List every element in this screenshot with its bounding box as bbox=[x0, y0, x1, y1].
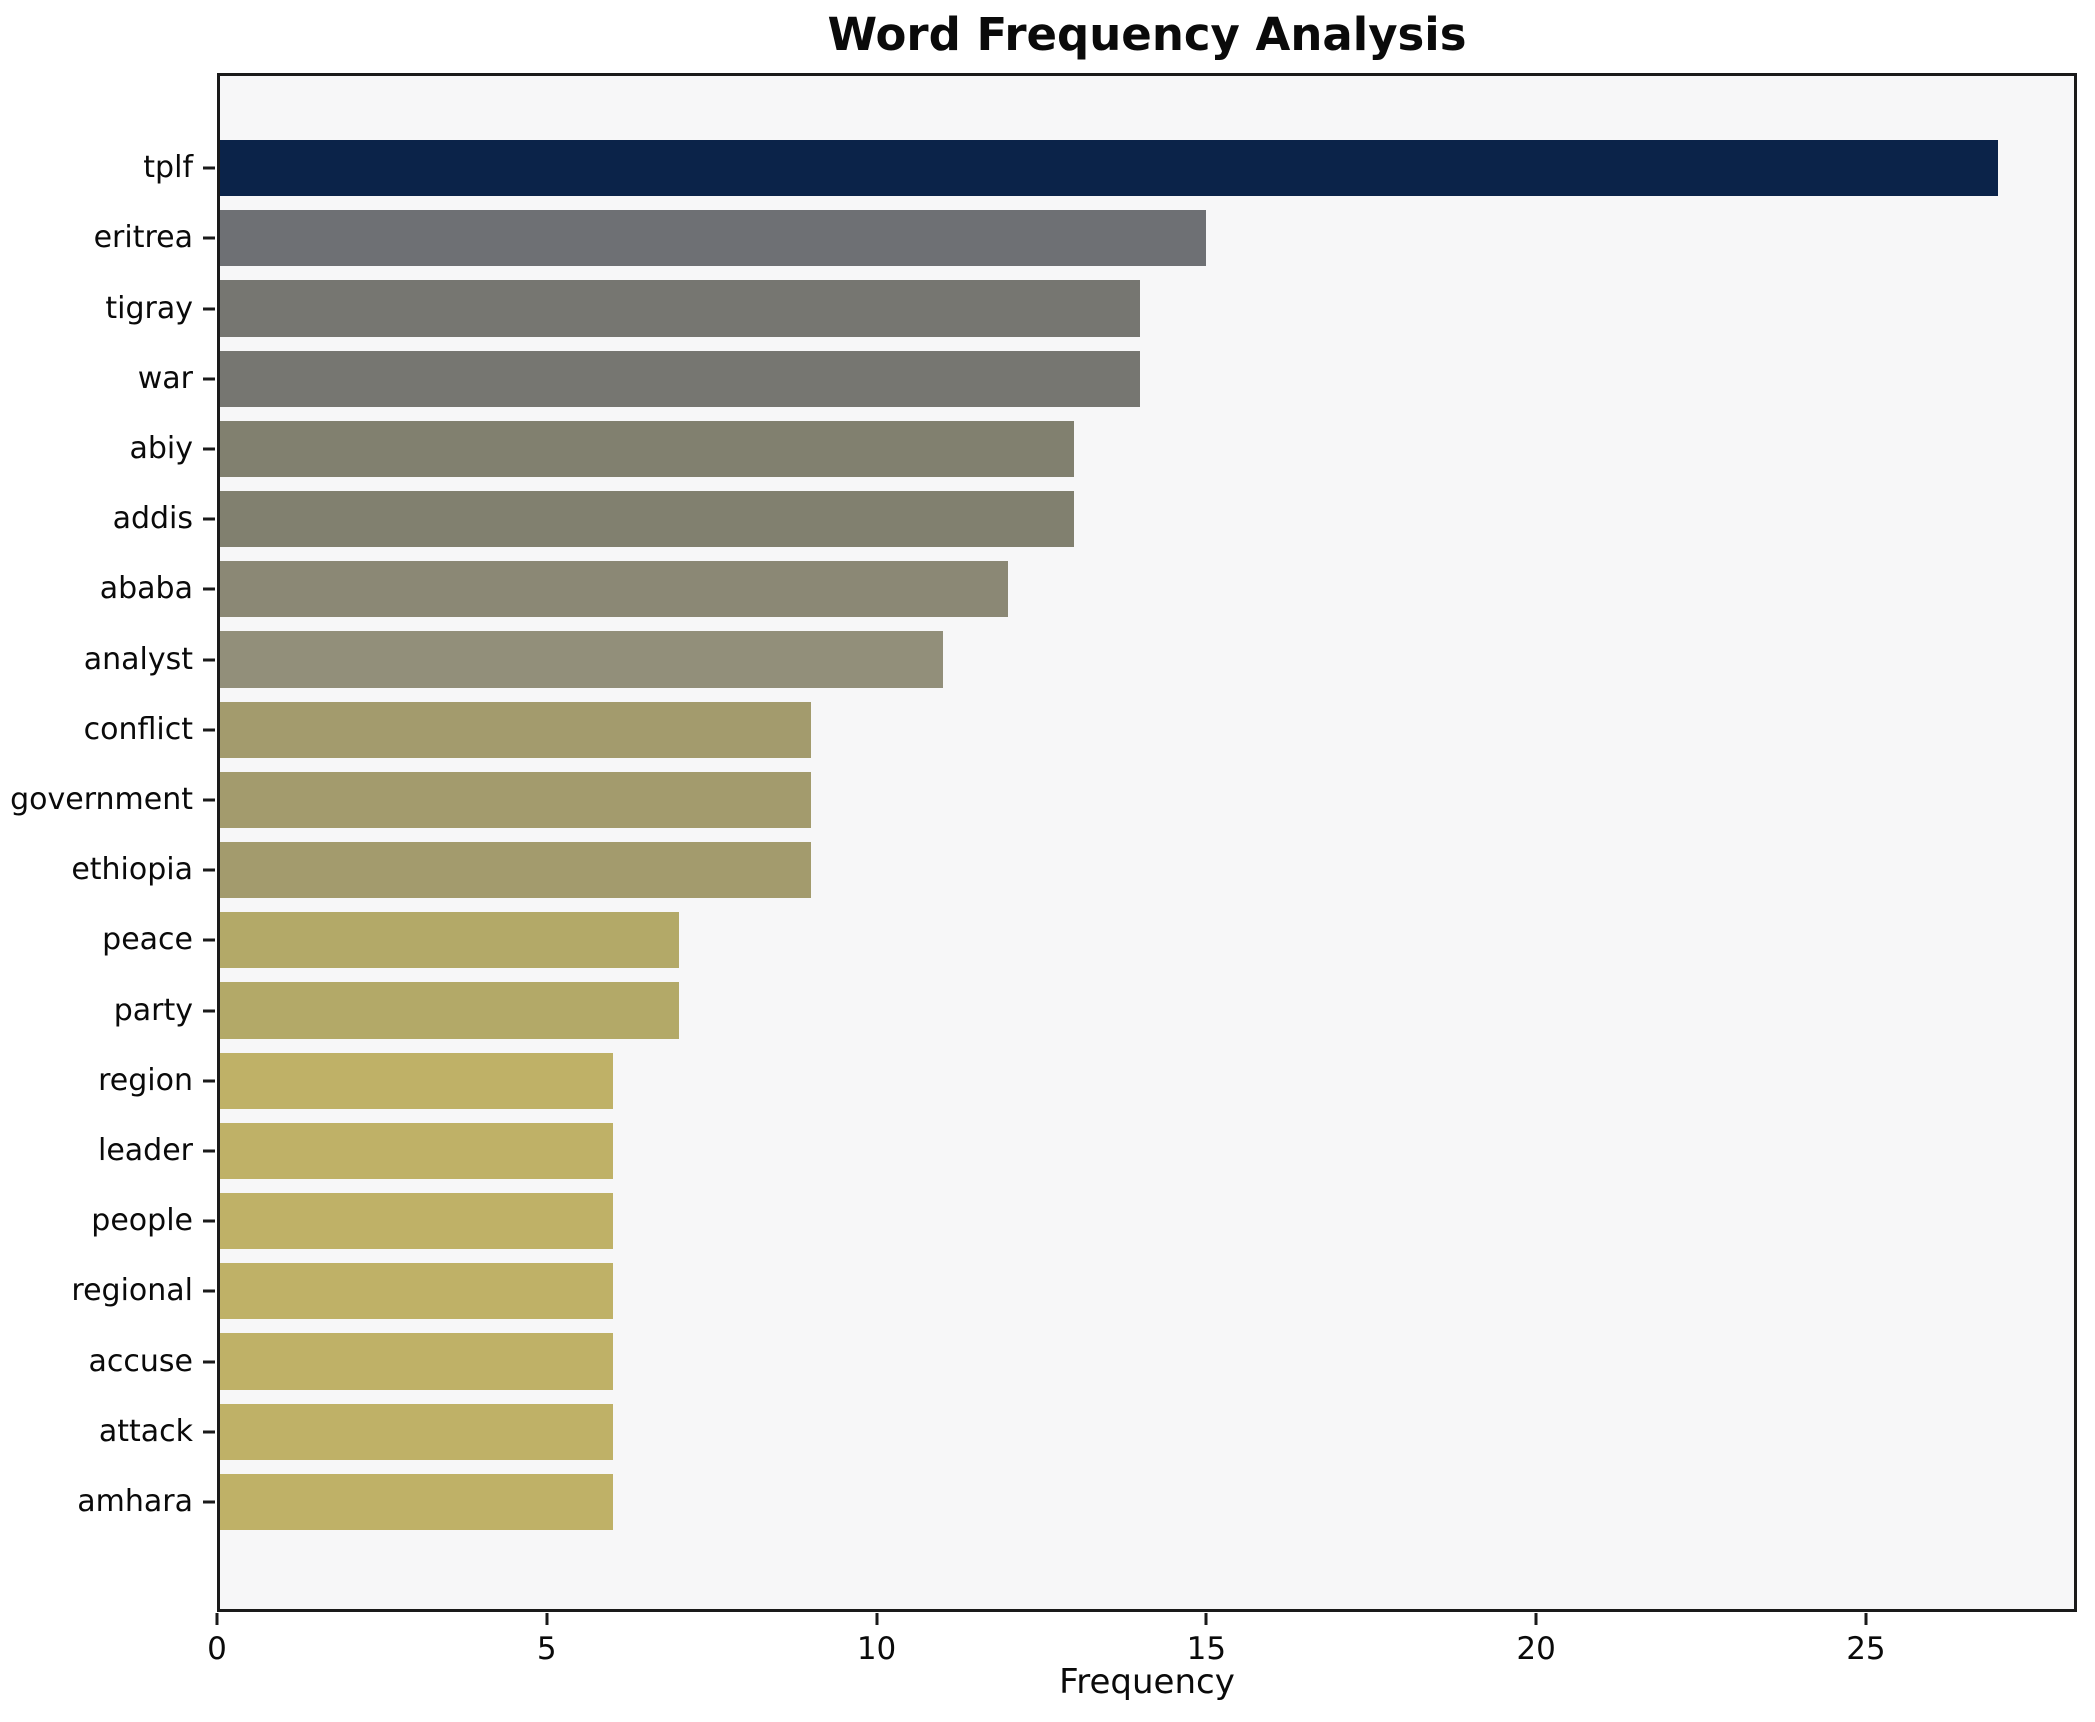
bar-regional bbox=[217, 1263, 613, 1320]
y-tick-mark bbox=[203, 1360, 215, 1364]
x-tick-mark bbox=[1534, 1613, 1538, 1625]
bar-conflict bbox=[217, 701, 811, 758]
y-tick-label-addis: addis bbox=[112, 501, 193, 537]
y-tick-mark bbox=[203, 728, 215, 732]
bar-peace bbox=[217, 912, 679, 969]
plot-area: tplf eritrea tigray war abiy addis ababa analys… bbox=[10, 73, 2077, 1665]
y-tick-mark bbox=[203, 587, 215, 591]
bar-government bbox=[217, 771, 811, 828]
y-tick-mark bbox=[203, 447, 215, 451]
y-tick-label-leader: leader bbox=[97, 1132, 193, 1168]
y-tick-mark bbox=[203, 798, 215, 802]
y-tick-label-amhara: amhara bbox=[77, 1483, 193, 1519]
y-tick-mark bbox=[203, 1009, 215, 1013]
y-tick-label-war: war bbox=[137, 360, 193, 396]
bar-analyst bbox=[217, 631, 943, 688]
y-tick-label-abiy: abiy bbox=[129, 430, 193, 466]
bar-amhara bbox=[217, 1473, 613, 1531]
bar-row: attack bbox=[99, 1397, 2077, 1467]
y-tick-label-tplf: tplf bbox=[143, 150, 193, 186]
x-tick-mark bbox=[1864, 1613, 1868, 1625]
bar-tigray bbox=[217, 280, 1141, 337]
y-tick-mark bbox=[203, 1079, 215, 1083]
y-tick-label-conflict: conflict bbox=[83, 711, 193, 747]
y-tick-label-people: people bbox=[91, 1203, 193, 1239]
y-tick-label-accuse: accuse bbox=[88, 1343, 193, 1379]
y-tick-mark bbox=[203, 1289, 215, 1293]
bar-row: tplf bbox=[143, 133, 2077, 203]
x-tick-label-5: 5 bbox=[536, 1631, 557, 1667]
chart-title: Word Frequency Analysis bbox=[827, 8, 1467, 61]
y-tick-label-attack: attack bbox=[98, 1413, 193, 1449]
bar-row: ababa bbox=[100, 554, 2077, 624]
bar-addis bbox=[217, 491, 1075, 548]
bar-row: war bbox=[138, 344, 2077, 414]
y-tick-label-region: region bbox=[98, 1062, 193, 1098]
bar-row: regional bbox=[71, 1256, 2077, 1326]
y-tick-label-tigray: tigray bbox=[105, 290, 193, 326]
bar-row: ethiopia bbox=[71, 835, 2077, 905]
bar-region bbox=[217, 1052, 613, 1109]
bar-row: conflict bbox=[84, 695, 2077, 765]
y-tick-label-analyst: analyst bbox=[83, 641, 193, 677]
y-tick-mark bbox=[203, 1430, 215, 1434]
bar-ababa bbox=[217, 561, 1009, 618]
bar-row: accuse bbox=[89, 1326, 2077, 1396]
y-tick-mark bbox=[203, 517, 215, 521]
x-tick-mark bbox=[215, 1613, 219, 1625]
x-tick-mark bbox=[875, 1613, 879, 1625]
y-tick-label-regional: regional bbox=[71, 1273, 193, 1309]
y-tick-label-peace: peace bbox=[102, 922, 193, 958]
bar-people bbox=[217, 1193, 613, 1250]
x-tick-label-10: 10 bbox=[856, 1631, 897, 1667]
bar-row: peace bbox=[102, 905, 2077, 975]
y-tick-mark bbox=[203, 236, 215, 240]
bar-eritrea bbox=[217, 210, 1207, 267]
bar-war bbox=[217, 350, 1141, 407]
bar-row: region bbox=[98, 1046, 2077, 1116]
y-tick-mark bbox=[203, 1219, 215, 1223]
bar-row: addis bbox=[113, 484, 2077, 554]
bar-attack bbox=[217, 1403, 613, 1460]
bar-row: eritrea bbox=[94, 203, 2077, 273]
y-tick-label-eritrea: eritrea bbox=[93, 220, 193, 256]
bar-leader bbox=[217, 1122, 613, 1180]
x-tick-mark bbox=[545, 1613, 549, 1625]
bar-row: people bbox=[91, 1186, 2077, 1256]
x-tick-label-20: 20 bbox=[1516, 1631, 1556, 1667]
x-axis-label: Frequency bbox=[1059, 1662, 1235, 1702]
bars-container: tplf eritrea tigray war abiy addis ababa analys… bbox=[10, 73, 2077, 1612]
bar-row: party bbox=[114, 975, 2077, 1045]
y-tick-mark bbox=[203, 1149, 215, 1153]
bar-row: leader bbox=[98, 1116, 2077, 1186]
y-tick-mark bbox=[203, 658, 215, 662]
bar-accuse bbox=[217, 1333, 613, 1390]
y-tick-mark bbox=[203, 166, 215, 170]
bar-row: tigray bbox=[105, 273, 2077, 343]
bar-tplf bbox=[217, 140, 1998, 197]
y-tick-mark bbox=[203, 377, 215, 381]
x-tick-label-0: 0 bbox=[207, 1631, 227, 1667]
bar-row: government bbox=[10, 765, 2077, 835]
y-tick-label-ababa: ababa bbox=[99, 571, 193, 607]
y-tick-label-government: government bbox=[10, 781, 193, 817]
bar-row: analyst bbox=[84, 624, 2077, 694]
y-tick-mark bbox=[203, 1500, 215, 1504]
y-tick-mark bbox=[203, 868, 215, 872]
bar-row: amhara bbox=[77, 1467, 2077, 1537]
y-tick-label-party: party bbox=[113, 992, 193, 1028]
y-tick-mark bbox=[203, 307, 215, 310]
x-tick-label-15: 15 bbox=[1186, 1631, 1227, 1667]
y-tick-mark bbox=[203, 938, 215, 942]
bar-party bbox=[217, 982, 679, 1039]
bar-abiy bbox=[217, 420, 1075, 477]
x-tick-label-25: 25 bbox=[1846, 1631, 1886, 1667]
y-tick-label-ethiopia: ethiopia bbox=[71, 852, 193, 888]
bar-row: abiy bbox=[129, 414, 2077, 484]
x-tick-mark bbox=[1204, 1613, 1208, 1625]
bar-ethiopia bbox=[217, 842, 811, 899]
